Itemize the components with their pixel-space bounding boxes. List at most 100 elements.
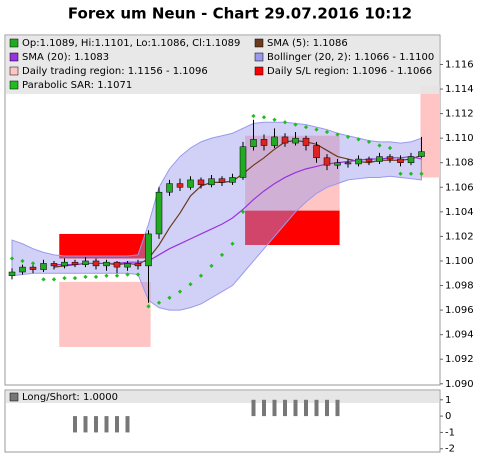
- sar-dot: [398, 171, 403, 176]
- candle-body: [292, 137, 299, 144]
- sar-dot: [314, 127, 319, 132]
- y-tick-label: 1.106: [445, 182, 474, 193]
- legend-label: Bollinger (20, 2): 1.1066 - 1.1100: [267, 52, 434, 63]
- candle-body: [50, 263, 58, 267]
- candle-body: [8, 271, 16, 276]
- candle-body: [365, 158, 373, 162]
- sar-dot: [230, 241, 235, 246]
- candle-body: [355, 158, 362, 165]
- y-tick-label: 1.102: [445, 231, 474, 242]
- sar-dot: [188, 282, 193, 287]
- candle-body: [113, 261, 121, 268]
- candle-body: [323, 157, 331, 166]
- legend-box: [6, 391, 439, 403]
- sar-dot: [356, 137, 361, 142]
- sar-dot: [219, 252, 225, 257]
- candle-body: [334, 162, 341, 166]
- bar: [104, 416, 109, 433]
- y-tick-label: 1.104: [445, 207, 474, 218]
- candle-body: [250, 139, 257, 148]
- candle-body: [229, 177, 236, 183]
- bar: [314, 399, 319, 417]
- candle-body: [197, 179, 205, 186]
- sar-dot: [177, 289, 183, 294]
- bar: [115, 416, 119, 433]
- candle-body: [208, 178, 215, 186]
- bar: [262, 399, 266, 417]
- sar-dot: [209, 263, 214, 268]
- region: [59, 233, 151, 259]
- y-tick-label: 1.114: [445, 84, 474, 95]
- y-tick-label: -1: [445, 427, 455, 438]
- bar: [304, 399, 308, 417]
- candle-body: [302, 137, 310, 146]
- sar-dot: [146, 304, 151, 309]
- sar-dot: [377, 143, 382, 148]
- bar: [125, 416, 130, 433]
- bar: [283, 399, 287, 417]
- sar-dot: [408, 171, 414, 176]
- y-tick-label: 1.092: [445, 354, 474, 365]
- legend-label: Parabolic SAR: 1.1071: [22, 80, 132, 91]
- bar: [94, 416, 98, 433]
- candle-body: [82, 260, 89, 265]
- y-tick-label: 1.090: [445, 379, 474, 390]
- y-tick-label: 1.098: [445, 281, 474, 292]
- y-tick-label: 1: [445, 395, 451, 406]
- legend-box: [6, 36, 439, 94]
- candle-body: [176, 183, 184, 188]
- legend-swatch: [9, 392, 19, 402]
- candle-body: [418, 151, 425, 157]
- sar-dot: [419, 171, 424, 176]
- sar-dot: [167, 295, 172, 300]
- candle-body: [166, 183, 173, 193]
- candle-body: [124, 263, 131, 268]
- sar-dot: [198, 273, 204, 278]
- sar-dot: [156, 300, 162, 305]
- bar: [272, 399, 277, 417]
- legend-label: Daily trading region: 1.1156 - 1.1096: [22, 66, 208, 77]
- candle-body: [344, 162, 352, 165]
- legend-label: SMA (5): 1.1086: [267, 38, 348, 49]
- candle-body: [397, 158, 404, 163]
- candle-body: [281, 136, 289, 144]
- candle-body: [40, 263, 47, 270]
- candle-body: [386, 156, 394, 160]
- candle-body: [260, 139, 268, 146]
- region: [245, 210, 340, 245]
- candle-body: [376, 156, 383, 162]
- legend-swatch: [9, 38, 19, 48]
- chart-title: Forex um Neun - Chart 29.07.2016 10:12: [68, 5, 412, 23]
- candle-body: [61, 261, 68, 267]
- legend-swatch: [254, 38, 264, 48]
- bar: [83, 416, 88, 433]
- bar: [335, 399, 340, 417]
- legend-label: SMA (20): 1.1083: [22, 52, 109, 63]
- candle-body: [187, 179, 194, 188]
- legend-swatch: [254, 66, 264, 76]
- sar-dot: [366, 139, 372, 144]
- y-tick-label: 1.100: [445, 256, 474, 267]
- legend-label: Op:1.1089, Hi:1.1101, Lo:1.1086, Cl:1.10…: [22, 38, 240, 49]
- y-tick-label: 0: [445, 411, 451, 422]
- candle-body: [155, 191, 163, 235]
- bar: [73, 416, 77, 433]
- y-tick-label: 1.112: [445, 109, 474, 120]
- candle-body: [313, 145, 320, 159]
- sar-dot: [324, 129, 330, 135]
- y-tick-label: 1.110: [445, 133, 474, 144]
- legend-swatch: [9, 66, 19, 76]
- y-tick-label: 1.094: [445, 330, 474, 341]
- sar-dot: [135, 272, 141, 277]
- region: [59, 281, 151, 347]
- candle-body: [271, 136, 278, 146]
- legend-swatch: [9, 80, 19, 90]
- y-tick-label: -2: [445, 444, 455, 455]
- candle-body: [71, 261, 79, 265]
- sar-dot: [345, 134, 351, 140]
- y-tick-label: 1.096: [445, 305, 474, 316]
- bar: [325, 399, 329, 417]
- candle-body: [134, 263, 142, 267]
- bar: [251, 399, 256, 417]
